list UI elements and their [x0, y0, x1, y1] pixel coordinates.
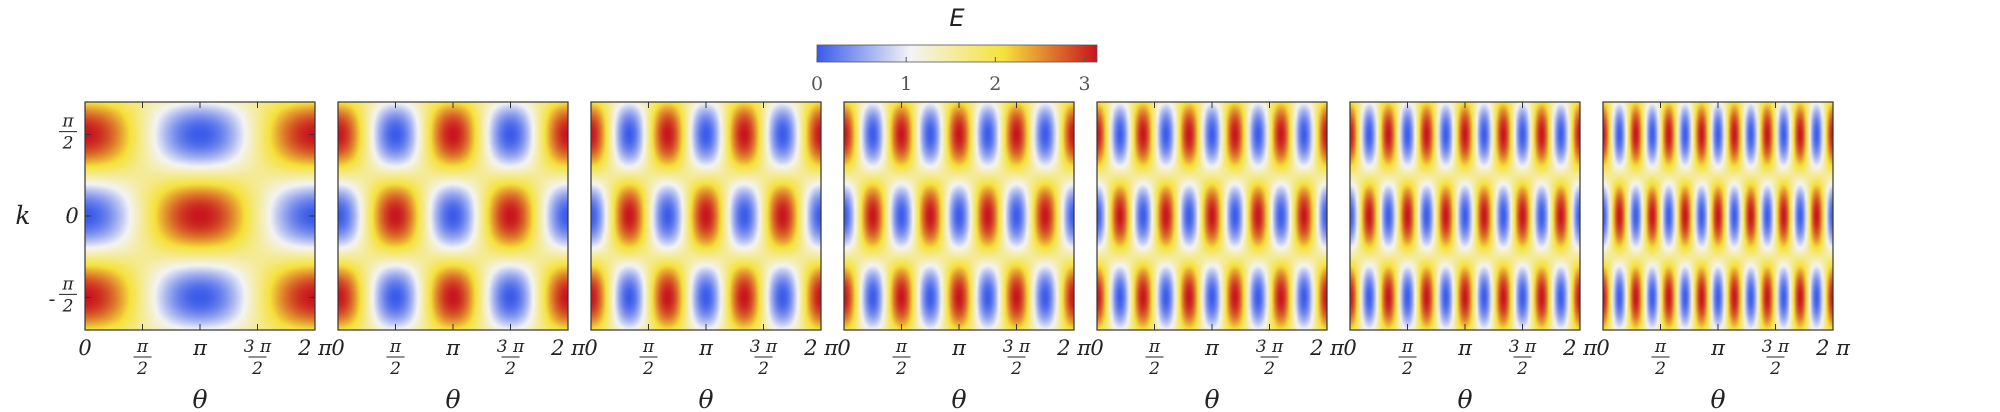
x-tick-label: 2 π: [1309, 336, 1345, 360]
y-tick-label-denominator: 2: [62, 134, 74, 154]
x-axis-label: θ: [1457, 385, 1472, 412]
colorbar-gradient: [816, 44, 1098, 63]
x-tick-label-numerator: π: [642, 337, 655, 357]
x-tick-label: π: [1457, 336, 1473, 360]
x-tick-label: 0: [331, 336, 344, 360]
x-tick-label-numerator: π: [389, 337, 402, 357]
y-tick-label: 0: [65, 204, 78, 228]
x-tick-label-denominator: 2: [1148, 359, 1160, 379]
x-tick-label: 0: [837, 336, 850, 360]
x-tick-label-numerator: π: [136, 337, 149, 357]
y-tick-label-numerator: π: [61, 274, 74, 294]
x-tick-label-numerator: 3 π: [1762, 337, 1790, 357]
heatmap-panel: 0 π2π 3 π22 πθ: [78, 101, 333, 412]
y-tick-label-denominator: 2: [62, 296, 74, 316]
heatmap-panel: 0 π2π 3 π22 πθ: [1596, 101, 1851, 412]
x-tick-label: 0: [1090, 336, 1103, 360]
x-tick-label: π: [445, 336, 461, 360]
x-tick-label-denominator: 2: [895, 359, 907, 379]
heatmap-image: [338, 102, 568, 330]
heatmap-image: [85, 102, 315, 330]
colorbar: E 0 1 2 3: [811, 4, 1098, 95]
x-tick-label: 2 π: [550, 336, 586, 360]
colorbar-tick-label: 1: [900, 73, 912, 95]
x-tick-label-denominator: 2: [1769, 359, 1781, 379]
x-tick-label: π: [698, 336, 714, 360]
heatmap-panel: 0 π2π 3 π22 πθ: [584, 101, 839, 412]
heatmap-image: [1097, 102, 1327, 330]
heatmap-panel: 0 π2π 3 π22 πθ: [837, 101, 1092, 412]
x-tick-label: 2 π: [1815, 336, 1851, 360]
x-tick-label-numerator: 3 π: [497, 337, 525, 357]
x-tick-label-denominator: 2: [389, 359, 401, 379]
x-tick-label-denominator: 2: [1654, 359, 1666, 379]
x-tick-label: π: [1710, 336, 1726, 360]
x-tick-label: 0: [1596, 336, 1609, 360]
x-axis-label: θ: [951, 385, 966, 412]
heatmap-panel: 0 π2π 3 π22 πθ: [331, 101, 586, 412]
colorbar-tick-label: 3: [1078, 73, 1090, 95]
x-tick-label-denominator: 2: [136, 359, 148, 379]
y-tick-minus: -: [49, 286, 56, 310]
x-tick-label: 2 π: [1562, 336, 1598, 360]
x-tick-label-numerator: 3 π: [750, 337, 778, 357]
x-axis-label: θ: [1204, 385, 1219, 412]
heatmap-image: [591, 102, 821, 330]
x-tick-label-denominator: 2: [757, 359, 769, 379]
x-tick-label-numerator: π: [1401, 337, 1414, 357]
x-tick-label: 0: [78, 336, 91, 360]
x-tick-label-numerator: π: [1654, 337, 1667, 357]
x-tick-label: 2 π: [1056, 336, 1092, 360]
x-tick-label: 2 π: [297, 336, 333, 360]
x-tick-label-numerator: 3 π: [1003, 337, 1031, 357]
x-tick-label: π: [192, 336, 208, 360]
heatmap-image: [1350, 102, 1580, 330]
x-tick-label-denominator: 2: [1010, 359, 1022, 379]
x-axis-label: θ: [698, 385, 713, 412]
x-tick-label: π: [1204, 336, 1220, 360]
heatmap-image: [1603, 102, 1833, 330]
x-axis-label: θ: [1710, 385, 1725, 412]
heatmap-panel: 0 π2π 3 π22 πθ: [1343, 101, 1598, 412]
x-tick-label: 0: [584, 336, 597, 360]
x-axis-label: θ: [192, 385, 207, 412]
y-tick-label-numerator: π: [61, 112, 74, 132]
x-tick-label-numerator: 3 π: [244, 337, 272, 357]
x-tick-label-numerator: 3 π: [1509, 337, 1537, 357]
x-tick-label-denominator: 2: [642, 359, 654, 379]
x-tick-label: 0: [1343, 336, 1356, 360]
y-axis-label: k: [15, 201, 30, 230]
heatmap-image: [844, 102, 1074, 330]
heatmap-panels: 0 π2π 3 π22 πθ0 π2π 3 π22 πθ0 π2π 3 π22 πθ0 π2π…: [78, 101, 1851, 412]
x-tick-label-numerator: π: [895, 337, 908, 357]
x-tick-label-denominator: 2: [251, 359, 263, 379]
x-axis-label: θ: [445, 385, 460, 412]
x-tick-label-denominator: 2: [1263, 359, 1275, 379]
x-tick-label: π: [951, 336, 967, 360]
colorbar-tick-label: 0: [811, 73, 823, 95]
x-tick-label-numerator: π: [1148, 337, 1161, 357]
x-tick-label-denominator: 2: [1401, 359, 1413, 379]
x-tick-label-numerator: 3 π: [1256, 337, 1284, 357]
colorbar-title: E: [949, 4, 965, 32]
x-tick-label-denominator: 2: [504, 359, 516, 379]
x-tick-label-denominator: 2: [1516, 359, 1528, 379]
x-tick-label: 2 π: [803, 336, 839, 360]
colorbar-tick-label: 2: [989, 73, 1001, 95]
heatmap-panel: 0 π2π 3 π22 πθ: [1090, 101, 1345, 412]
